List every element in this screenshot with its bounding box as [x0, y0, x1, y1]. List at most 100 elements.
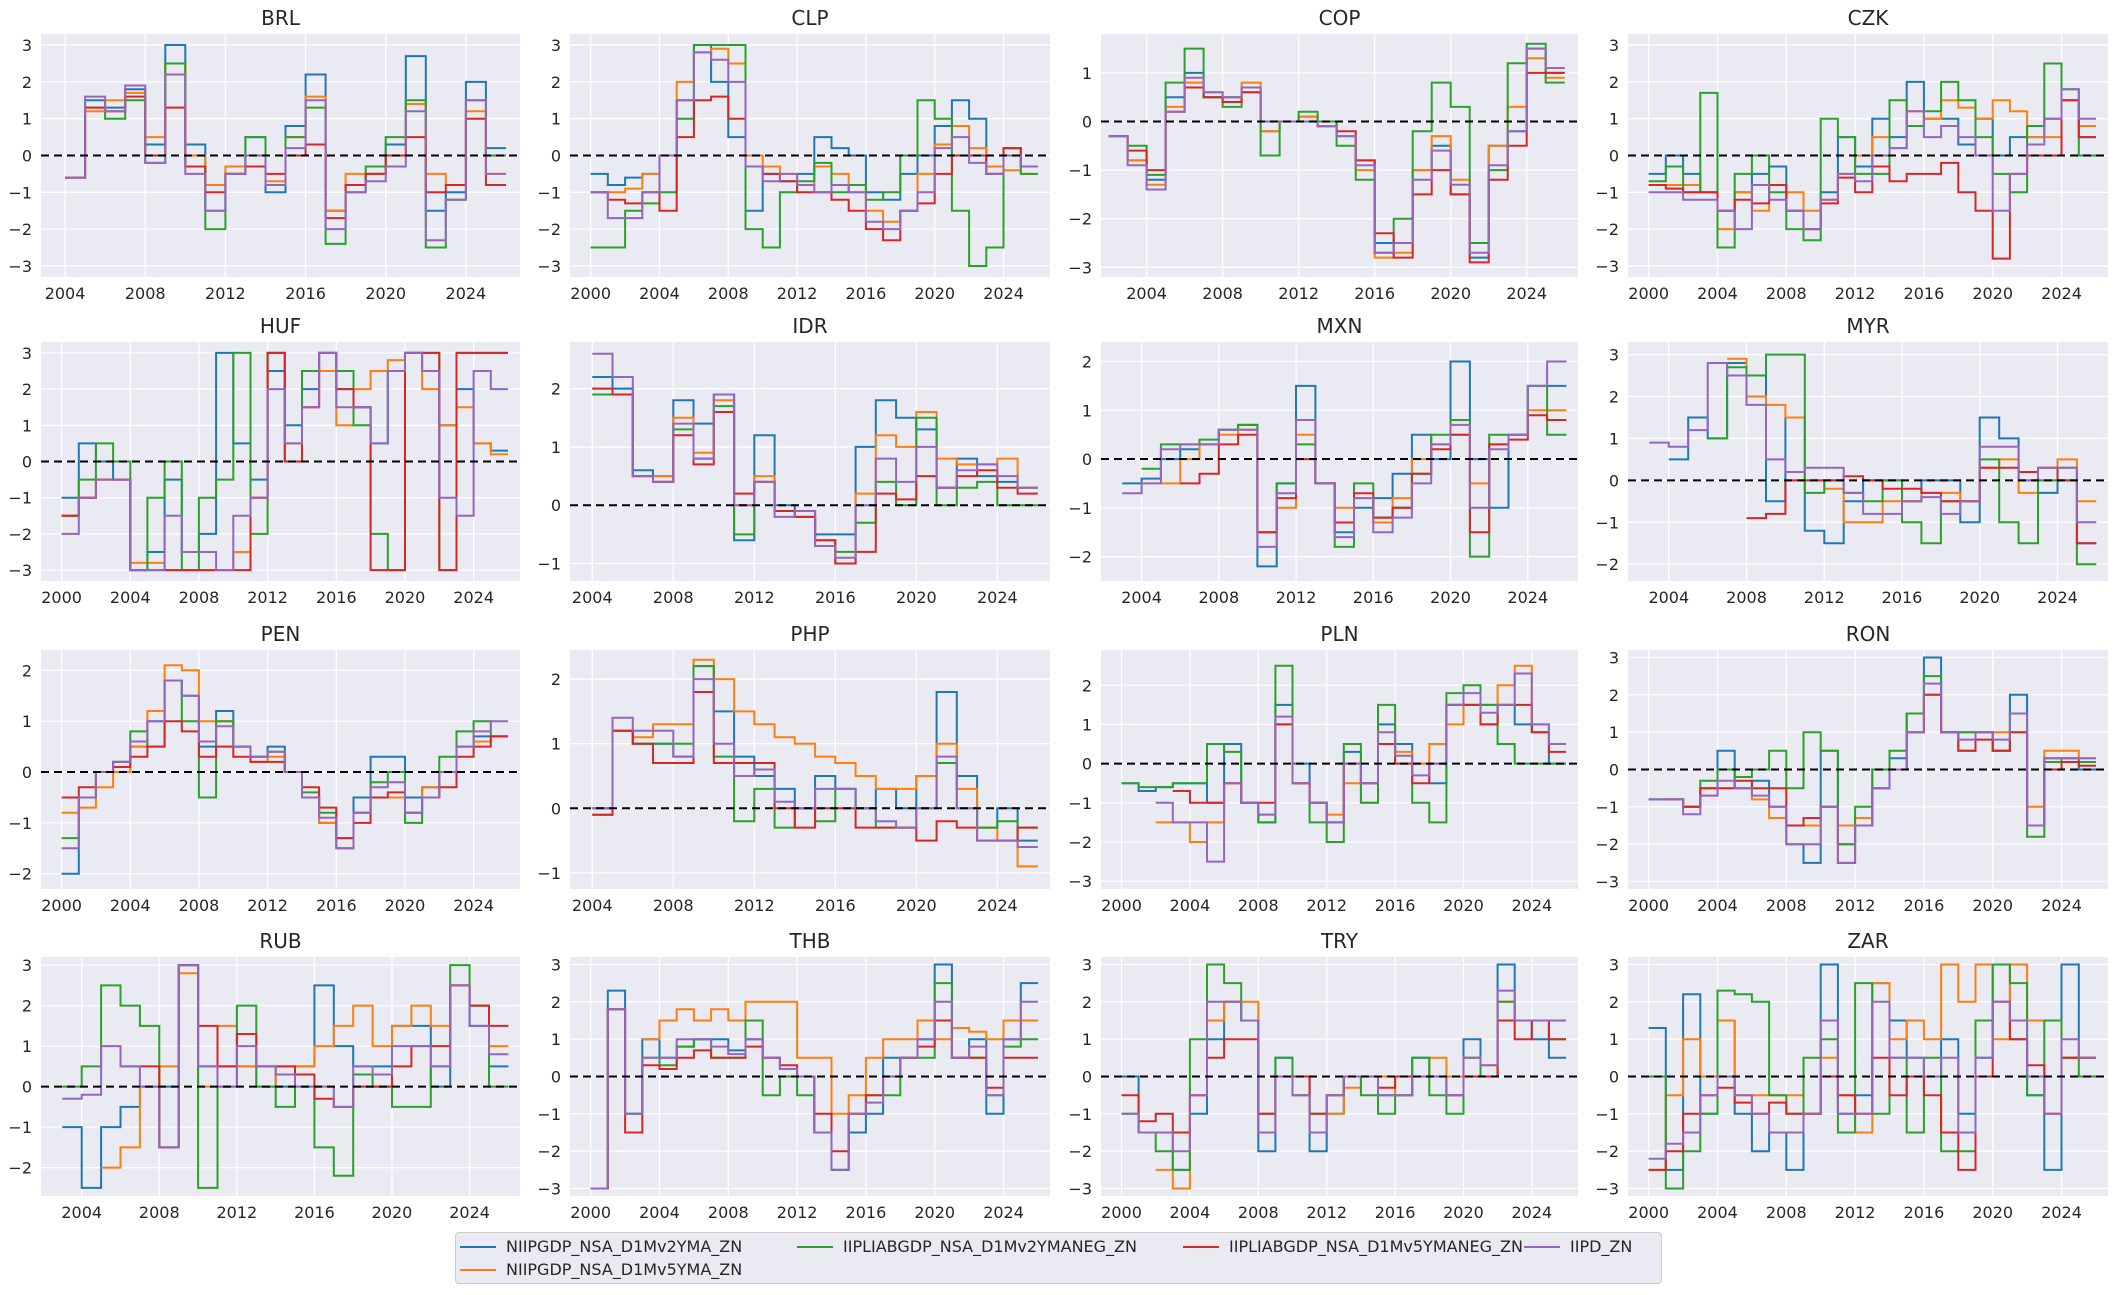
x-tick-label: 2024	[453, 588, 494, 607]
legend-label: IIPLIABGDP_NSA_D1Mv5YMANEG_ZN	[1229, 1237, 1523, 1256]
legend-swatch	[460, 1245, 496, 1248]
y-tick-label: −3	[537, 257, 561, 276]
y-tick-label: −2	[537, 220, 561, 239]
y-tick-label: −3	[1595, 257, 1619, 276]
y-tick-label: 3	[22, 344, 32, 363]
x-tick-label: 2016	[1353, 588, 1394, 607]
legend-swatch	[1524, 1245, 1560, 1248]
y-tick-label: 1	[1609, 723, 1619, 742]
series-line-2	[101, 972, 509, 1169]
y-tick-label: 2	[1082, 993, 1092, 1012]
x-tick-label: 2020	[385, 588, 426, 607]
x-tick-label: 2020	[372, 1203, 413, 1222]
x-tick-label: 2008	[708, 1203, 749, 1222]
y-tick-label: −1	[537, 864, 561, 883]
y-tick-label: −2	[1595, 220, 1619, 239]
y-tick-label: 1	[551, 735, 561, 754]
panel-thb: THB −3 −2 −1 0 1 2 3 2000 2004 2008 2012 2016 2020 202…	[537, 929, 1050, 1222]
y-tick-label: −3	[8, 561, 32, 580]
x-tick-label: 2008	[139, 1203, 180, 1222]
x-tick-label: 2024	[977, 588, 1018, 607]
x-tick-label: 2000	[1628, 1203, 1669, 1222]
y-tick-label: −3	[537, 1180, 561, 1199]
y-tick-label: −2	[1595, 1142, 1619, 1161]
y-tick-label: 0	[551, 496, 561, 515]
x-tick-label: 2012	[777, 1203, 818, 1222]
x-tick-label: 2012	[1835, 284, 1876, 303]
y-tick-label: −1	[1068, 794, 1092, 813]
legend-swatch	[1183, 1245, 1219, 1248]
y-tick-label: 3	[1609, 648, 1619, 667]
plot-area	[41, 957, 520, 1196]
y-tick-label: 3	[22, 956, 32, 975]
panel-zar: ZAR −3 −2 −1 0 1 2 3 2000 2004 2008 2012 2016 2020 202…	[1595, 929, 2108, 1222]
y-tick-label: 3	[1609, 955, 1619, 974]
y-tick-label: 2	[1082, 353, 1092, 372]
x-tick-label: 2000	[41, 896, 82, 915]
y-tick-label: −3	[1595, 1180, 1619, 1199]
y-tick-label: −2	[1595, 555, 1619, 574]
x-tick-label: 2008	[1766, 896, 1807, 915]
panel-clp: CLP −3 −2 −1 0 1 2 3 2000 2004 2008 2012 2016 2020 202…	[537, 6, 1050, 303]
panel-title: BRL	[261, 6, 301, 30]
x-tick-label: 2016	[815, 588, 856, 607]
y-tick-label: −1	[1068, 1105, 1092, 1124]
x-tick-label: 2024	[446, 284, 487, 303]
y-tick-label: 0	[551, 799, 561, 818]
y-tick-label: 1	[22, 110, 32, 129]
panel-title: TRY	[1320, 929, 1359, 953]
x-tick-label: 2008	[653, 588, 694, 607]
series-line-5	[1155, 672, 1566, 863]
panel-myr: MYR −2 −1 0 1 2 3 2004 2008 2012 2016 2020 2024	[1595, 314, 2108, 607]
y-tick-label: 0	[1082, 755, 1092, 774]
x-tick-label: 2000	[1101, 896, 1142, 915]
x-tick-label: 2008	[1766, 1203, 1807, 1222]
x-tick-label: 2020	[1972, 284, 2013, 303]
x-tick-label: 2000	[41, 588, 82, 607]
x-tick-label: 2012	[1306, 1203, 1347, 1222]
legend-label: IIPLIABGDP_NSA_D1Mv2YMANEG_ZN	[843, 1237, 1137, 1256]
x-tick-label: 2024	[1507, 588, 1548, 607]
panel-czk: CZK −3 −2 −1 0 1 2 3 2000 2004 2008 2012 2016 2020 202…	[1595, 6, 2108, 303]
y-tick-label: −3	[1595, 873, 1619, 892]
x-tick-label: 2012	[205, 284, 246, 303]
series-line-5	[1648, 682, 2096, 864]
x-tick-label: 2008	[1238, 896, 1279, 915]
x-tick-label: 2012	[247, 896, 288, 915]
y-tick-label: 0	[22, 763, 32, 782]
x-tick-label: 2004	[1697, 1203, 1738, 1222]
legend-item-iipliab-v2: IIPLIABGDP_NSA_D1Mv2YMANEG_ZN	[797, 1237, 1137, 1256]
y-tick-label: −2	[8, 525, 32, 544]
x-tick-label: 2008	[653, 896, 694, 915]
x-tick-label: 2008	[708, 284, 749, 303]
panel-title: ZAR	[1847, 929, 1888, 953]
x-tick-label: 2000	[570, 284, 611, 303]
x-tick-label: 2012	[777, 284, 818, 303]
y-tick-label: 1	[1082, 401, 1092, 420]
y-tick-label: 3	[1609, 346, 1619, 365]
y-tick-label: −2	[8, 865, 32, 884]
x-tick-label: 2016	[1375, 896, 1416, 915]
x-tick-label: 2016	[1354, 284, 1395, 303]
x-tick-label: 2016	[846, 284, 887, 303]
legend-label: NIIPGDP_NSA_D1Mv5YMA_ZN	[506, 1260, 743, 1279]
x-tick-label: 2012	[734, 588, 775, 607]
y-tick-label: 0	[1609, 761, 1619, 780]
y-tick-label: 0	[22, 147, 32, 166]
x-tick-label: 2024	[1511, 1203, 1552, 1222]
y-tick-label: 0	[551, 1068, 561, 1087]
x-tick-label: 2020	[1443, 896, 1484, 915]
x-tick-label: 2004	[1126, 284, 1167, 303]
x-tick-label: 2004	[1648, 588, 1689, 607]
panel-title: THB	[789, 929, 831, 953]
y-tick-label: −1	[537, 183, 561, 202]
y-tick-label: −2	[1595, 835, 1619, 854]
x-tick-label: 2012	[1804, 588, 1845, 607]
x-tick-label: 2012	[1835, 896, 1876, 915]
x-tick-label: 2004	[639, 284, 680, 303]
panel-title: RUB	[259, 929, 301, 953]
x-tick-label: 2012	[1306, 896, 1347, 915]
panel-brl: BRL −3 −2 −1 0 1 2 3 2004 2008 2012 2016 2020 2024	[8, 6, 520, 303]
y-tick-label: 3	[551, 955, 561, 974]
